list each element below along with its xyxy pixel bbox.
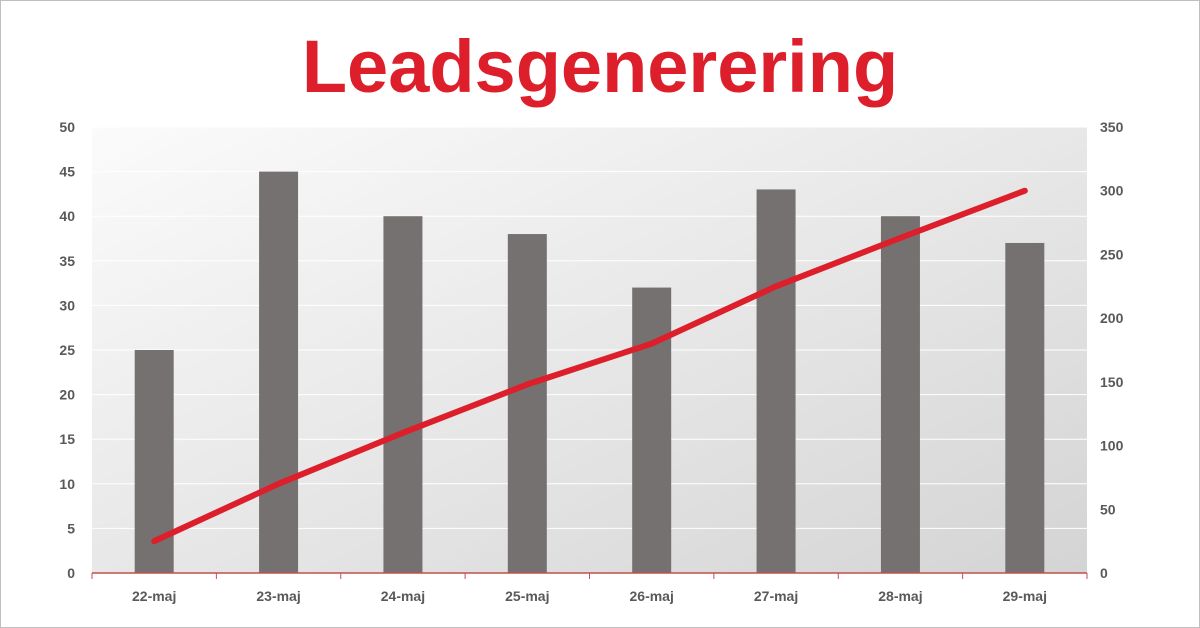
y-right-tick-label: 300 (1100, 183, 1124, 199)
y-left-tick-label: 5 (67, 520, 75, 536)
x-tick-label: 24-maj (381, 588, 425, 604)
y-left-tick-label: 50 (59, 119, 75, 135)
bar-27-maj (756, 189, 796, 573)
y-axis-left: 0 5 10 15 20 25 30 35 40 45 50 (59, 119, 75, 581)
y-right-tick-label: 200 (1100, 310, 1124, 326)
bar-28-maj (880, 216, 920, 573)
y-right-tick-label: 50 (1100, 501, 1116, 517)
x-tick-label: 25-maj (505, 588, 549, 604)
bar-series (134, 171, 1045, 574)
bar-29-maj (1005, 242, 1045, 573)
x-axis: 22-maj 23-maj 24-maj 25-maj 26-maj 27-maj 28-m… (91, 572, 1088, 604)
y-left-tick-label: 25 (59, 342, 75, 358)
y-left-tick-label: 45 (59, 164, 75, 180)
x-tick-label: 27-maj (754, 588, 798, 604)
y-right-tick-label: 100 (1100, 438, 1124, 454)
y-left-tick-label: 15 (59, 431, 75, 447)
bar-24-maj (383, 216, 423, 573)
line-series (151, 187, 1028, 545)
trend-line (151, 187, 1028, 545)
y-right-tick-label: 0 (1100, 565, 1108, 581)
y-right-tick-label: 150 (1100, 374, 1124, 390)
y-left-tick-label: 0 (67, 565, 75, 581)
bar-23-maj (259, 171, 299, 573)
gridlines (92, 126, 1087, 529)
y-axis-right: 0 50 100 150 200 250 300 350 (1100, 119, 1124, 581)
x-tick-label: 23-maj (256, 588, 300, 604)
y-left-tick-label: 10 (59, 476, 75, 492)
y-right-tick-label: 350 (1100, 119, 1124, 135)
bar-25-maj (507, 234, 547, 574)
y-left-tick-label: 40 (59, 208, 75, 224)
chart-title: Leadsgenerering (301, 25, 899, 108)
bar-26-maj (632, 287, 672, 573)
y-left-tick-label: 20 (59, 387, 75, 403)
y-left-tick-label: 35 (59, 253, 75, 269)
x-tick-label: 29-maj (1003, 588, 1047, 604)
x-tick-label: 26-maj (630, 588, 674, 604)
y-right-tick-label: 250 (1100, 246, 1124, 262)
y-left-tick-label: 30 (59, 297, 75, 313)
x-tick-label: 22-maj (132, 588, 176, 604)
x-tick-label: 28-maj (878, 588, 922, 604)
